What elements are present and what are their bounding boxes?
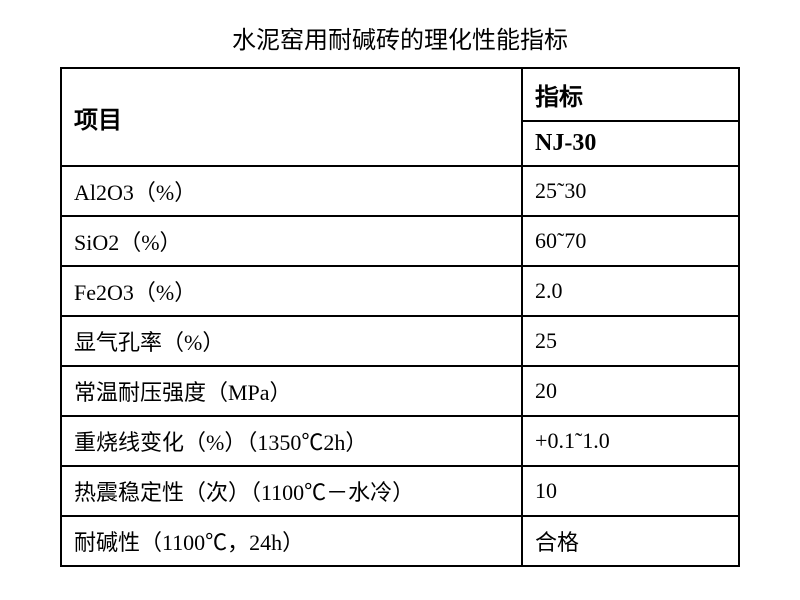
row-label: 常温耐压强度（MPa） bbox=[61, 366, 522, 416]
row-value: 25 bbox=[522, 316, 739, 366]
row-value: 合格 bbox=[522, 516, 739, 566]
row-value: 10 bbox=[522, 466, 739, 516]
row-value: +0.1˜1.0 bbox=[522, 416, 739, 466]
table-row: 重烧线变化（%）（1350℃2h） +0.1˜1.0 bbox=[61, 416, 739, 466]
row-value: 60˜70 bbox=[522, 216, 739, 266]
table-row: Al2O3（%） 25˜30 bbox=[61, 166, 739, 216]
table-row: Fe2O3（%） 2.0 bbox=[61, 266, 739, 316]
row-label: Al2O3（%） bbox=[61, 166, 522, 216]
row-label: SiO2（%） bbox=[61, 216, 522, 266]
table-header-row: 项目 指标 bbox=[61, 68, 739, 121]
row-label: 耐碱性（1100℃，24h） bbox=[61, 516, 522, 566]
page-title: 水泥窑用耐碱砖的理化性能指标 bbox=[60, 20, 740, 55]
row-value: 25˜30 bbox=[522, 166, 739, 216]
row-label: Fe2O3（%） bbox=[61, 266, 522, 316]
table-row: 耐碱性（1100℃，24h） 合格 bbox=[61, 516, 739, 566]
table-row: 显气孔率（%） 25 bbox=[61, 316, 739, 366]
header-indicator-column: 指标 bbox=[522, 68, 739, 121]
row-label: 重烧线变化（%）（1350℃2h） bbox=[61, 416, 522, 466]
table-row: SiO2（%） 60˜70 bbox=[61, 216, 739, 266]
row-label: 热震稳定性（次）（1100℃－水冷） bbox=[61, 466, 522, 516]
properties-table: 项目 指标 NJ-30 Al2O3（%） 25˜30 SiO2（%） 60˜70… bbox=[60, 67, 740, 567]
row-value: 2.0 bbox=[522, 266, 739, 316]
table-row: 热震稳定性（次）（1100℃－水冷） 10 bbox=[61, 466, 739, 516]
header-item-column: 项目 bbox=[61, 68, 522, 166]
row-label: 显气孔率（%） bbox=[61, 316, 522, 366]
row-value: 20 bbox=[522, 366, 739, 416]
header-grade-column: NJ-30 bbox=[522, 121, 739, 166]
table-row: 常温耐压强度（MPa） 20 bbox=[61, 366, 739, 416]
